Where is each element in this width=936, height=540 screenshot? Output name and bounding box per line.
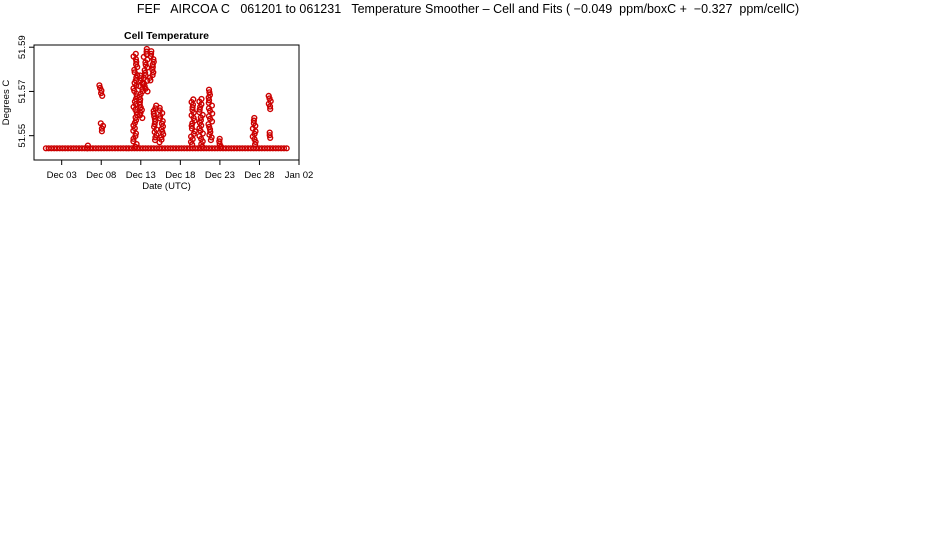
x-tick-label: Dec 03 [47,170,77,181]
data-point [53,145,61,152]
data-point [272,145,279,152]
data-point [251,114,258,122]
data-point [132,50,139,57]
x-tick-label: Dec 28 [244,170,274,181]
data-point [190,96,197,103]
x-axis-label: Date (UTC) [142,181,191,192]
data-point [269,145,277,152]
data-point [147,77,154,84]
data-point [205,86,213,93]
data-point [62,145,69,152]
data-point [216,135,223,142]
data-point [130,138,137,145]
data-point [206,126,214,133]
x-tick-label: Dec 08 [86,170,116,181]
data-point [264,145,271,152]
data-point [278,145,285,152]
data-point [131,87,138,95]
panel-cell-temperature: Cell Temperature Dec 03 Dec 08 Dec 13 Dec 18… [1,30,313,192]
data-point [64,145,72,152]
y-tick-label: 51.59 [17,35,28,59]
data-point [45,145,52,152]
data-point [123,145,130,152]
data-point [142,69,149,77]
data-point [265,92,272,100]
data-point [96,82,103,89]
data-point [98,128,106,135]
data-point [158,136,165,143]
data-point [280,145,288,152]
data-point [137,75,145,82]
data-point [231,145,238,152]
data-point [156,104,163,111]
data-point [256,145,263,152]
data-point [150,58,157,65]
data-point [148,50,155,57]
data-points [42,45,290,152]
data-point [266,129,273,136]
data-point [148,48,155,55]
data-point [141,82,148,90]
x-tick-label: Dec 13 [126,170,156,181]
x-tick-label: Jan 02 [285,170,314,181]
data-point [283,145,290,152]
data-point [97,120,104,127]
data-point [42,145,50,152]
data-point [51,145,58,152]
data-point [142,145,149,152]
data-point [161,145,169,152]
data-point [98,145,105,152]
data-point [117,145,124,152]
data-point [151,123,158,130]
x-tick-label: Dec 18 [165,170,195,181]
y-axis-label: Degrees C [1,80,12,126]
data-point [150,145,157,152]
data-point [150,110,157,117]
data-point [159,145,166,152]
data-point [109,145,116,152]
data-point [196,106,203,113]
data-point [216,138,223,145]
data-point [125,145,132,152]
data-point [207,137,215,144]
data-point [84,145,91,152]
data-point [136,112,144,119]
x-tick-label: Dec 23 [205,170,235,181]
data-point [133,58,140,65]
data-point [198,95,205,103]
y-tick-label: 51.55 [17,124,28,148]
data-point [206,145,213,152]
data-point [156,107,164,114]
data-point [206,123,213,130]
data-point [247,145,254,152]
y-tick-label: 51.57 [17,80,28,104]
data-point [73,145,80,152]
data-point [258,145,265,152]
data-point [132,133,139,140]
data-point [96,84,104,92]
data-point [142,61,149,69]
figure-title: FEF AIRCOA C 061201 to 061231 Temperatur… [136,2,800,16]
data-point [197,117,205,124]
data-point [267,145,274,152]
data-point [48,145,55,152]
data-point [261,145,268,152]
data-point [267,105,274,113]
data-point [188,122,195,130]
data-point [275,145,282,152]
data-point [266,132,273,139]
data-point [250,117,258,124]
data-point [207,129,214,136]
data-point [178,145,185,152]
data-point [84,142,92,149]
data-point [170,145,177,152]
data-point [106,145,113,152]
data-point [206,89,213,96]
data-point [131,69,138,76]
data-point [156,115,164,122]
plot-frame [33,44,300,161]
data-point [239,145,246,152]
panel-title: Cell Temperature [124,30,209,42]
